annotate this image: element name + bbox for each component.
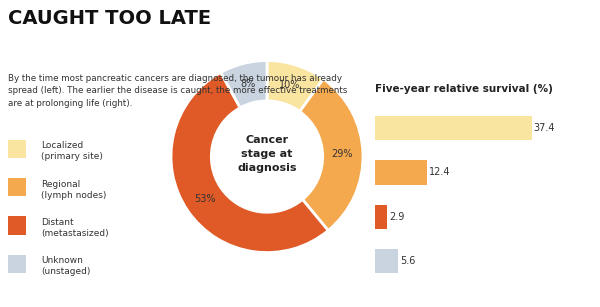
Text: Distant
(metastasized): Distant (metastasized) [41,218,109,238]
Bar [375,249,398,273]
Text: Five-year relative survival (%): Five-year relative survival (%) [375,84,553,94]
Wedge shape [267,60,323,111]
Text: 29%: 29% [331,149,353,159]
Text: Cancer
stage at
diagnosis: Cancer stage at diagnosis [237,135,297,173]
Text: CAUGHT TOO LATE: CAUGHT TOO LATE [8,9,211,28]
Wedge shape [171,72,328,253]
Wedge shape [221,60,267,108]
Text: 53%: 53% [194,194,216,204]
Text: Localized
(primary site): Localized (primary site) [41,141,103,161]
Wedge shape [300,79,363,231]
Text: 8%: 8% [241,79,256,89]
Text: Regional
(lymph nodes): Regional (lymph nodes) [41,180,106,200]
Bar [375,204,387,229]
Text: 12.4: 12.4 [429,167,451,177]
Bar [375,116,532,140]
Text: By the time most pancreatic cancers are diagnosed, the tumour has already
spread: By the time most pancreatic cancers are … [8,74,347,108]
Text: Unknown
(unstaged): Unknown (unstaged) [41,256,90,276]
Text: 10%: 10% [280,80,301,90]
Bar [375,160,427,185]
Text: 5.6: 5.6 [401,256,416,266]
Text: 37.4: 37.4 [534,123,555,133]
Text: 2.9: 2.9 [389,212,404,222]
